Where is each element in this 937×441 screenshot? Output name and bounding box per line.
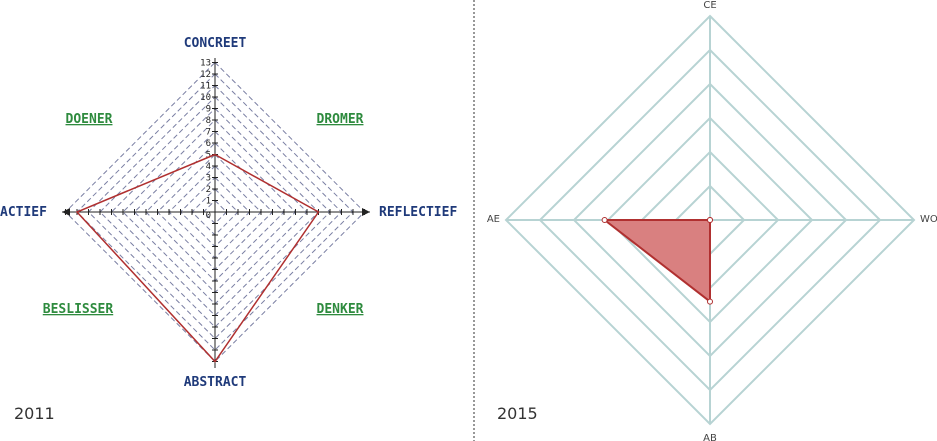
tick-label: 7 (206, 128, 211, 138)
axis-label-actief: ACTIEF (0, 205, 47, 220)
tick-label: 3 (206, 174, 211, 184)
tick-label: 4 (206, 162, 211, 172)
axis-label-abstract: ABSTRACT (184, 375, 247, 390)
tick-label: 10 (200, 93, 211, 103)
quadrant-label-beslisser: BESLISSER (43, 302, 114, 317)
data-point (707, 298, 713, 305)
learning-style-chart-2015: CE WO AB AE (487, 0, 937, 441)
axis-label-ae: AE (487, 214, 500, 225)
tick-label: 8 (206, 116, 211, 126)
data-point (601, 217, 608, 223)
tick-label: 2 (206, 185, 211, 195)
grid-ring (99, 96, 331, 328)
tick-label: 6 (206, 139, 211, 149)
quadrant-label-doener: DOENER (66, 112, 113, 127)
tick-label: 13 (200, 59, 211, 69)
data-polygon-2011 (75, 153, 320, 363)
data-points (601, 217, 713, 305)
tick-label-zero: 0 (206, 211, 211, 221)
grid-ring (76, 73, 354, 351)
axis-label-wo: WO (920, 214, 937, 225)
axis-label-concreet: CONCREET (184, 36, 247, 51)
axes (62, 58, 370, 368)
grid-ring (87, 84, 343, 340)
quadrant-label-denker: DENKER (317, 302, 364, 317)
year-caption-2011: 2011 (14, 404, 55, 423)
data-polygon-2015 (603, 219, 711, 303)
tick-label: 11 (200, 82, 211, 92)
tick-label: 1 (206, 197, 211, 207)
axis-label-ab: AB (703, 433, 717, 441)
grid-ring (64, 61, 366, 363)
year-caption-2015: 2015 (497, 404, 538, 423)
axis-arrow-right (362, 208, 370, 216)
tick-label: 12 (200, 70, 211, 80)
axis-label-reflectief: REFLECTIEF (379, 205, 457, 220)
data-point (707, 217, 713, 223)
tick-label: 5 (206, 151, 211, 161)
axis-label-ce: CE (703, 0, 716, 11)
tick-label: 9 (206, 105, 211, 115)
quadrant-label-dromer: DROMER (317, 112, 364, 127)
